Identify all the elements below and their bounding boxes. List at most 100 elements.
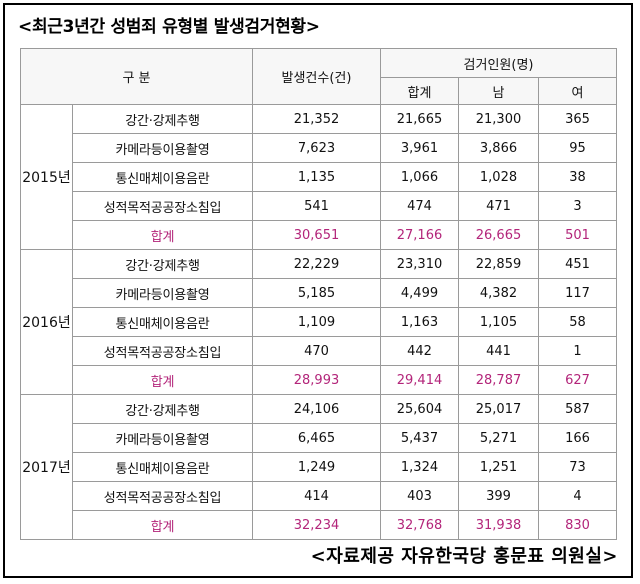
table-row: 카메라등이용촬영 7,623 3,961 3,866 95 <box>21 133 618 163</box>
incidents-cell: 24,106 <box>252 394 381 424</box>
incidents-cell: 32,234 <box>252 510 381 540</box>
female-cell: 451 <box>537 249 618 279</box>
header-category: 구 분 <box>20 48 253 105</box>
total-cell: 21,665 <box>380 104 459 134</box>
female-cell: 1 <box>537 336 618 366</box>
category-cell: 성적목적공공장소침입 <box>72 481 253 511</box>
total-cell: 442 <box>380 336 459 366</box>
total-label-cell: 합계 <box>72 510 253 540</box>
stats-table: 구 분 발생건수(건) 검거인원(명) 합계 남 여 2015년 강간·강제추행 2… <box>20 48 618 540</box>
female-cell: 166 <box>537 423 618 453</box>
female-cell: 627 <box>537 365 618 395</box>
table-row: 2017년 강간·강제추행 24,106 25,604 25,017 587 <box>20 394 618 540</box>
incidents-cell: 1,249 <box>252 452 381 482</box>
male-cell: 3,866 <box>458 133 539 163</box>
table-row: 통신매체이용음란 1,109 1,163 1,105 58 <box>21 307 618 337</box>
table-row: 카메라등이용촬영 6,465 5,437 5,271 166 <box>21 423 618 453</box>
total-cell: 1,324 <box>380 452 459 482</box>
male-cell: 1,105 <box>458 307 539 337</box>
total-label-cell: 합계 <box>72 365 253 395</box>
table-row: 통신매체이용음란 1,135 1,066 1,028 38 <box>21 162 618 192</box>
table-row: 합계 28,993 29,414 28,787 627 <box>21 365 618 395</box>
incidents-cell: 414 <box>252 481 381 511</box>
category-cell: 카메라등이용촬영 <box>72 423 253 453</box>
incidents-cell: 30,651 <box>252 220 381 250</box>
female-cell: 501 <box>537 220 618 250</box>
incidents-cell: 541 <box>252 191 381 221</box>
male-cell: 25,017 <box>458 394 539 424</box>
male-cell: 1,028 <box>458 162 539 192</box>
female-cell: 365 <box>537 104 618 134</box>
female-cell: 3 <box>537 191 618 221</box>
total-label-cell: 합계 <box>72 220 253 250</box>
header-female: 여 <box>537 77 618 105</box>
table-row: 합계 32,234 32,768 31,938 830 <box>21 510 618 540</box>
incidents-cell: 6,465 <box>252 423 381 453</box>
male-cell: 22,859 <box>458 249 539 279</box>
incidents-cell: 5,185 <box>252 278 381 308</box>
total-cell: 25,604 <box>380 394 459 424</box>
category-cell: 성적목적공공장소침입 <box>72 191 253 221</box>
category-cell: 카메라등이용촬영 <box>72 278 253 308</box>
total-cell: 3,961 <box>380 133 459 163</box>
female-cell: 95 <box>537 133 618 163</box>
incidents-cell: 7,623 <box>252 133 381 163</box>
table-body: 2015년 강간·강제추행 21,352 21,665 21,300 365 카메라등이용촬… <box>20 104 618 540</box>
table-row: 성적목적공공장소침입 470 442 441 1 <box>21 336 618 366</box>
total-cell: 5,437 <box>380 423 459 453</box>
category-cell: 성적목적공공장소침입 <box>72 336 253 366</box>
total-cell: 27,166 <box>380 220 459 250</box>
male-cell: 441 <box>458 336 539 366</box>
category-cell: 통신매체이용음란 <box>72 307 253 337</box>
female-cell: 117 <box>537 278 618 308</box>
table-row: 2016년 강간·강제추행 22,229 23,310 22,859 451 <box>20 249 618 395</box>
incidents-cell: 22,229 <box>252 249 381 279</box>
female-cell: 4 <box>537 481 618 511</box>
header-incidents: 발생건수(건) <box>252 48 381 105</box>
incidents-cell: 1,109 <box>252 307 381 337</box>
category-cell: 통신매체이용음란 <box>72 162 253 192</box>
male-cell: 31,938 <box>458 510 539 540</box>
year-cell: 2017년 <box>20 394 73 540</box>
female-cell: 58 <box>537 307 618 337</box>
source-credit: <자료제공 자유한국당 홍문표 의원실> <box>310 546 618 567</box>
incidents-cell: 21,352 <box>252 104 381 134</box>
incidents-cell: 1,135 <box>252 162 381 192</box>
table-row: 성적목적공공장소침입 541 474 471 3 <box>21 191 618 221</box>
header-row-1: 구 분 발생건수(건) 검거인원(명) <box>20 48 618 105</box>
male-cell: 399 <box>458 481 539 511</box>
header-arrests: 검거인원(명) <box>379 48 618 78</box>
category-cell: 강간·강제추행 <box>72 394 253 424</box>
image-frame <box>3 3 633 578</box>
total-cell: 1,066 <box>380 162 459 192</box>
incidents-cell: 470 <box>252 336 381 366</box>
total-cell: 23,310 <box>380 249 459 279</box>
female-cell: 73 <box>537 452 618 482</box>
male-cell: 4,382 <box>458 278 539 308</box>
female-cell: 38 <box>537 162 618 192</box>
year-cell: 2015년 <box>20 104 73 250</box>
year-cell: 2016년 <box>20 249 73 395</box>
table-row: 통신매체이용음란 1,249 1,324 1,251 73 <box>21 452 618 482</box>
category-cell: 강간·강제추행 <box>72 104 253 134</box>
table-row: 카메라등이용촬영 5,185 4,499 4,382 117 <box>21 278 618 308</box>
category-cell: 카메라등이용촬영 <box>72 133 253 163</box>
table-row: 합계 30,651 27,166 26,665 501 <box>21 220 618 250</box>
female-cell: 830 <box>537 510 618 540</box>
male-cell: 471 <box>458 191 539 221</box>
incidents-cell: 28,993 <box>252 365 381 395</box>
total-cell: 403 <box>380 481 459 511</box>
male-cell: 5,271 <box>458 423 539 453</box>
category-cell: 강간·강제추행 <box>72 249 253 279</box>
male-cell: 1,251 <box>458 452 539 482</box>
category-cell: 통신매체이용음란 <box>72 452 253 482</box>
header-total: 합계 <box>380 77 459 105</box>
total-cell: 4,499 <box>380 278 459 308</box>
female-cell: 587 <box>537 394 618 424</box>
male-cell: 28,787 <box>458 365 539 395</box>
total-cell: 32,768 <box>380 510 459 540</box>
total-cell: 474 <box>380 191 459 221</box>
male-cell: 26,665 <box>458 220 539 250</box>
total-cell: 1,163 <box>380 307 459 337</box>
male-cell: 21,300 <box>458 104 539 134</box>
